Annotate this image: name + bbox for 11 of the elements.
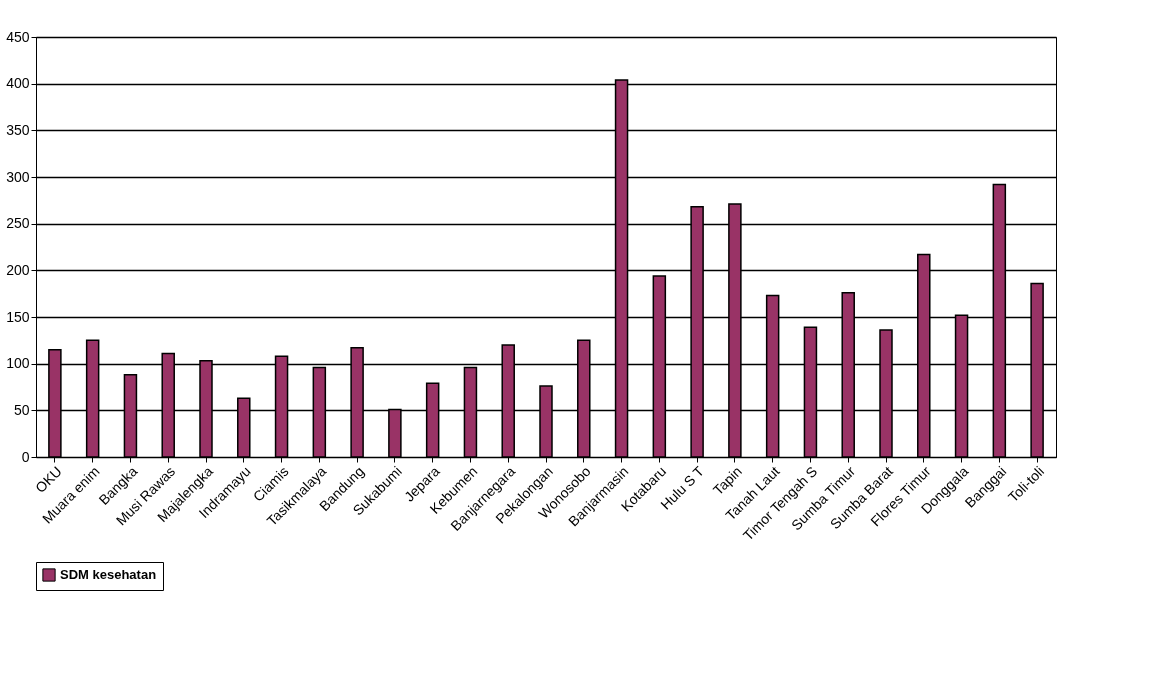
y-tick-label: 350 [6, 121, 30, 138]
legend-label: SDM kesehatan [60, 567, 157, 582]
y-tick-label: 400 [6, 75, 30, 92]
y-tick-label: 200 [6, 261, 30, 278]
y-tick-label: 50 [13, 401, 30, 418]
y-tick-label: 0 [21, 448, 30, 465]
y-tick-label: 250 [6, 215, 30, 232]
y-tick-label: 100 [6, 355, 30, 372]
y-tick-label: 150 [6, 308, 30, 325]
y-tick-label: 300 [6, 168, 30, 185]
y-tick-label: 450 [6, 28, 30, 45]
